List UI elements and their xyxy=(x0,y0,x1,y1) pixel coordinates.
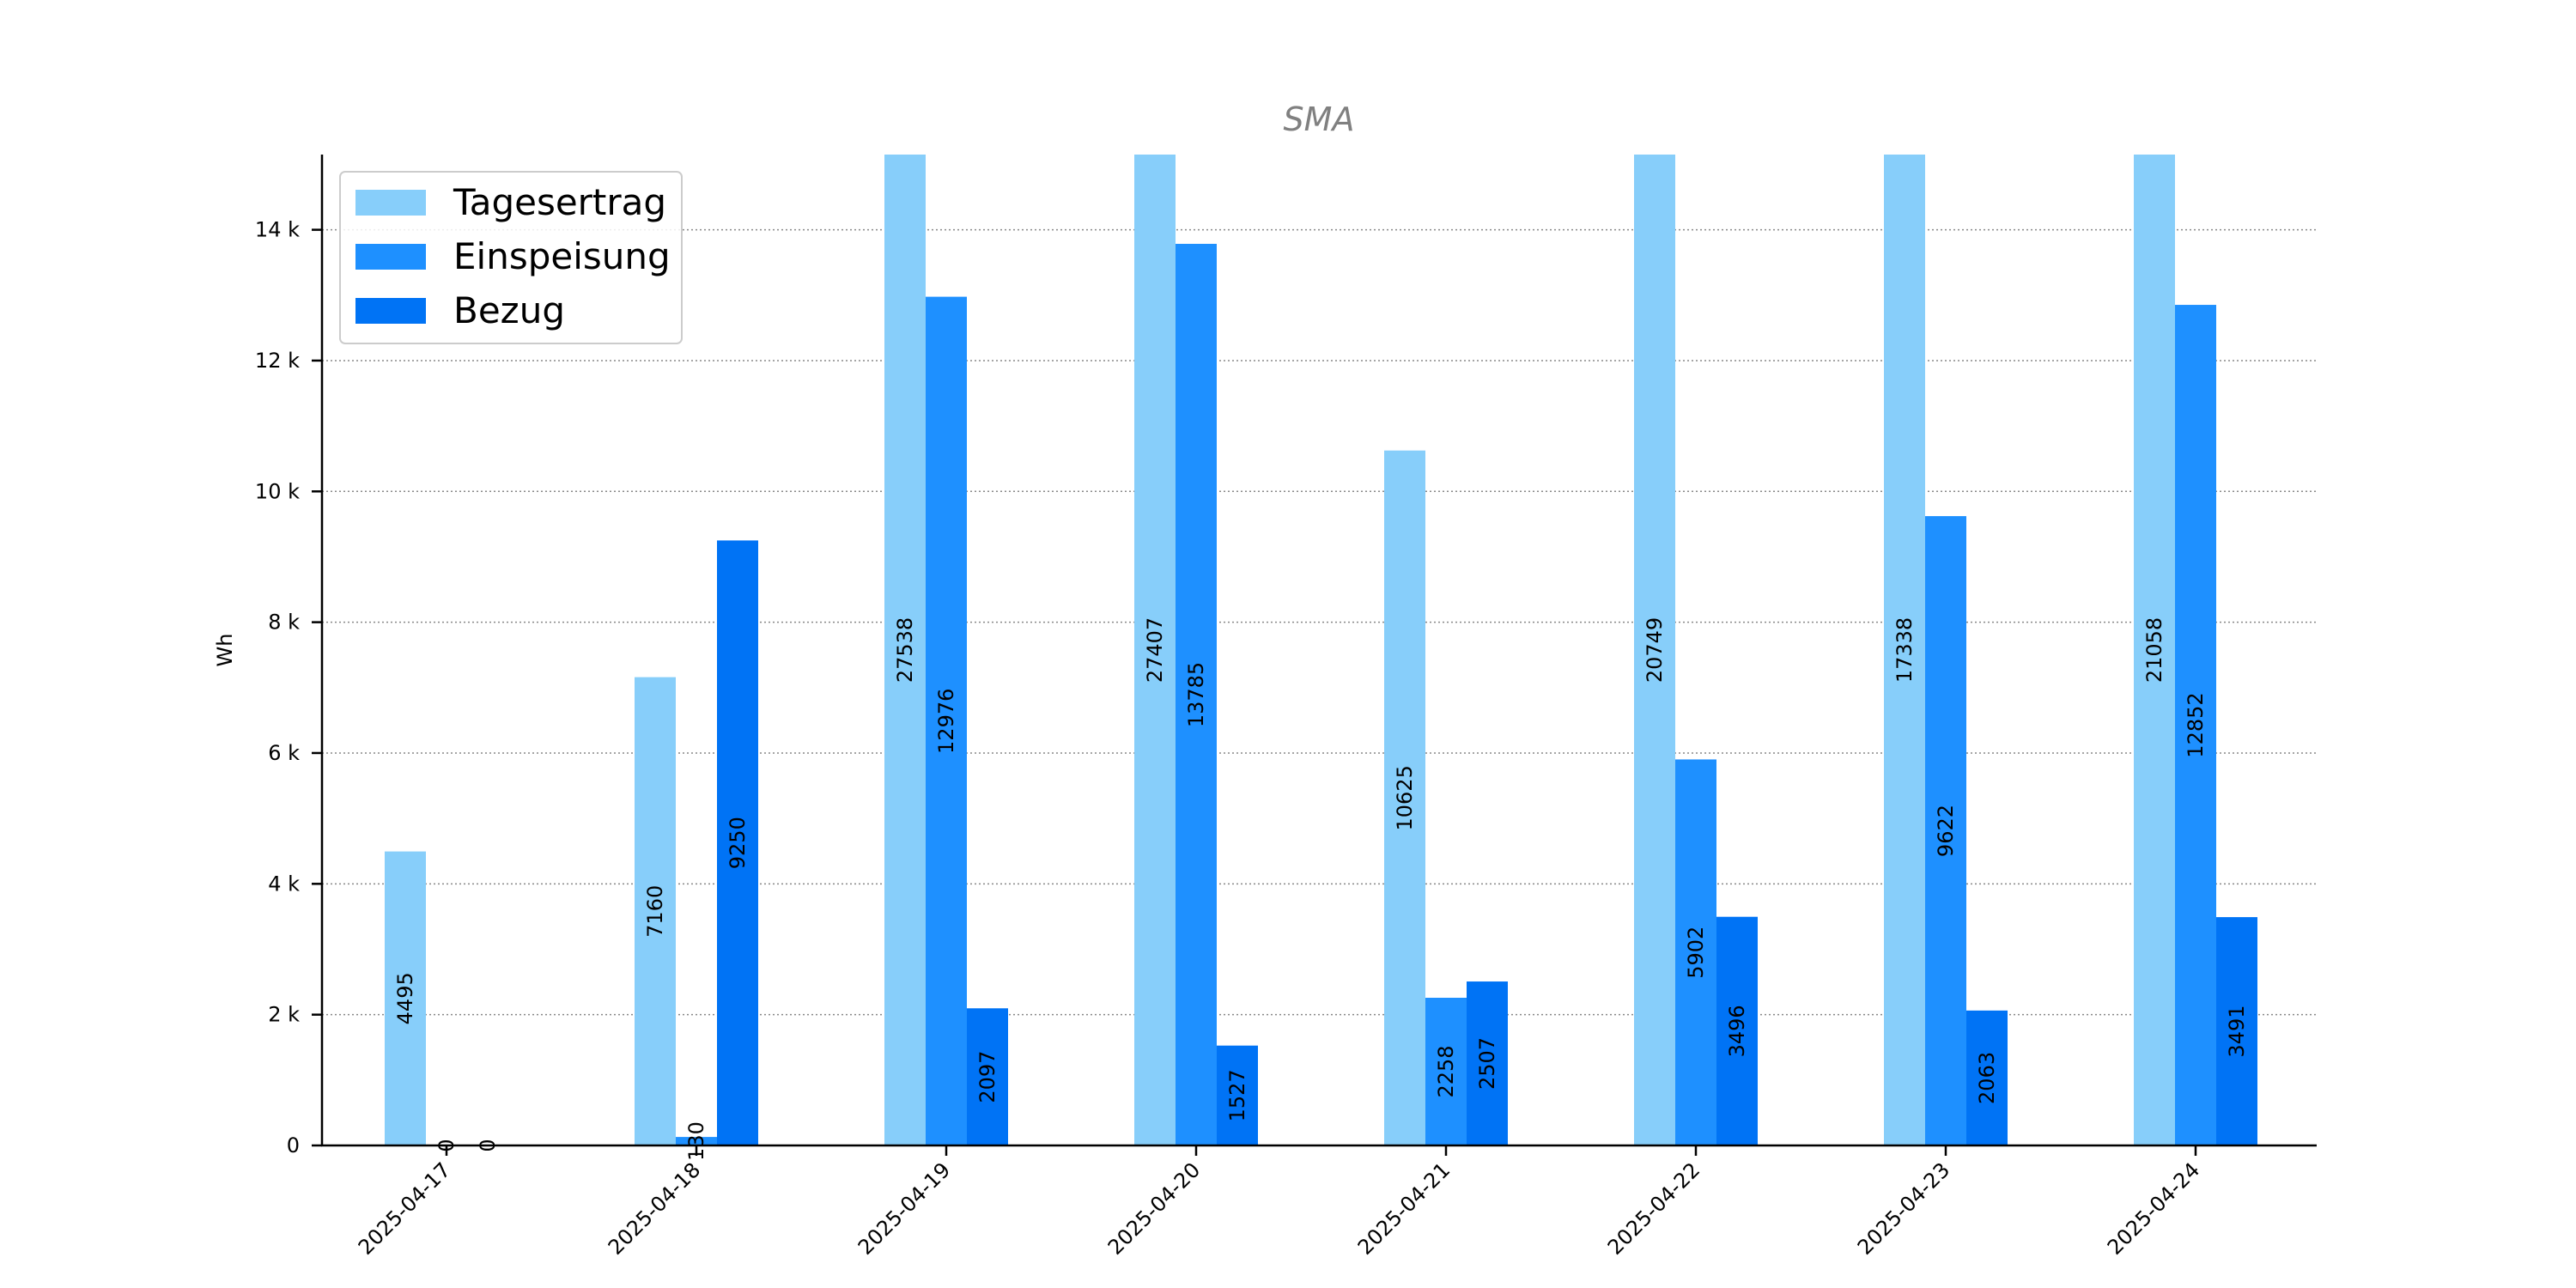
value-label: 2507 xyxy=(1475,1037,1499,1090)
bar xyxy=(717,540,758,1145)
value-label: 2258 xyxy=(1434,1045,1458,1097)
bar xyxy=(635,677,676,1145)
bar xyxy=(2175,305,2216,1145)
chart-title: SMA xyxy=(1284,100,1355,138)
bar xyxy=(1134,155,1176,1145)
y-tick-label: 8 k xyxy=(268,611,300,635)
bar xyxy=(676,1137,717,1145)
legend-swatch xyxy=(355,244,426,270)
y-tick-label: 4 k xyxy=(268,872,300,896)
value-label: 2097 xyxy=(975,1051,999,1103)
legend-swatch xyxy=(355,190,426,216)
value-labels: 4495007160130925027538129762097274071378… xyxy=(393,617,2249,1161)
value-label: 9622 xyxy=(1934,805,1958,857)
value-label: 17338 xyxy=(1893,617,1917,683)
grid xyxy=(322,228,2317,1016)
value-label: 3496 xyxy=(1725,1005,1749,1057)
value-label: 10625 xyxy=(1393,765,1417,830)
y-tick-label: 10 k xyxy=(255,479,300,503)
value-label: 2063 xyxy=(1975,1052,1999,1104)
value-label: 21058 xyxy=(2142,617,2166,683)
bar xyxy=(1217,1045,1258,1145)
legend-label: Bezug xyxy=(453,289,565,331)
bar xyxy=(967,1008,1008,1145)
bar xyxy=(1675,759,1716,1145)
bar xyxy=(2216,917,2257,1145)
value-label: 13785 xyxy=(1184,662,1208,727)
bar xyxy=(1925,516,1966,1145)
value-label: 4495 xyxy=(393,972,417,1024)
y-tick-label: 2 k xyxy=(268,1003,300,1027)
value-label: 3491 xyxy=(2225,1005,2249,1058)
value-label: 12852 xyxy=(2184,692,2208,757)
legend-label: Einspeisung xyxy=(453,235,671,277)
bar xyxy=(1634,155,1675,1145)
value-label: 27407 xyxy=(1143,617,1167,683)
bar xyxy=(1716,916,1758,1145)
value-label: 27538 xyxy=(893,617,917,683)
bar xyxy=(1884,155,1925,1145)
bar xyxy=(2134,155,2175,1145)
value-label: 1527 xyxy=(1225,1069,1249,1121)
value-label: 9250 xyxy=(726,817,750,869)
bars xyxy=(385,155,2257,1145)
bar xyxy=(385,851,426,1145)
bar xyxy=(1966,1010,2008,1145)
legend-label: Tagesertrag xyxy=(453,181,666,223)
value-label: 7160 xyxy=(643,885,667,938)
value-label: 12976 xyxy=(934,689,958,754)
y-tick-label: 0 xyxy=(287,1133,300,1157)
y-tick-label: 14 k xyxy=(255,218,300,242)
legend-swatch xyxy=(355,298,426,324)
value-label: 5902 xyxy=(1684,927,1708,979)
bar xyxy=(1176,243,1217,1145)
y-axis-label: Wh xyxy=(213,634,237,667)
y-tick-label: 12 k xyxy=(255,349,300,373)
legend: Tagesertrag Einspeisung Bezug xyxy=(339,171,683,344)
bar xyxy=(884,155,926,1145)
bar xyxy=(1425,998,1467,1145)
value-label: 20749 xyxy=(1643,617,1667,683)
bar xyxy=(1384,450,1425,1145)
bar xyxy=(926,296,967,1145)
bar xyxy=(1467,981,1508,1145)
y-tick-label: 6 k xyxy=(268,741,300,765)
